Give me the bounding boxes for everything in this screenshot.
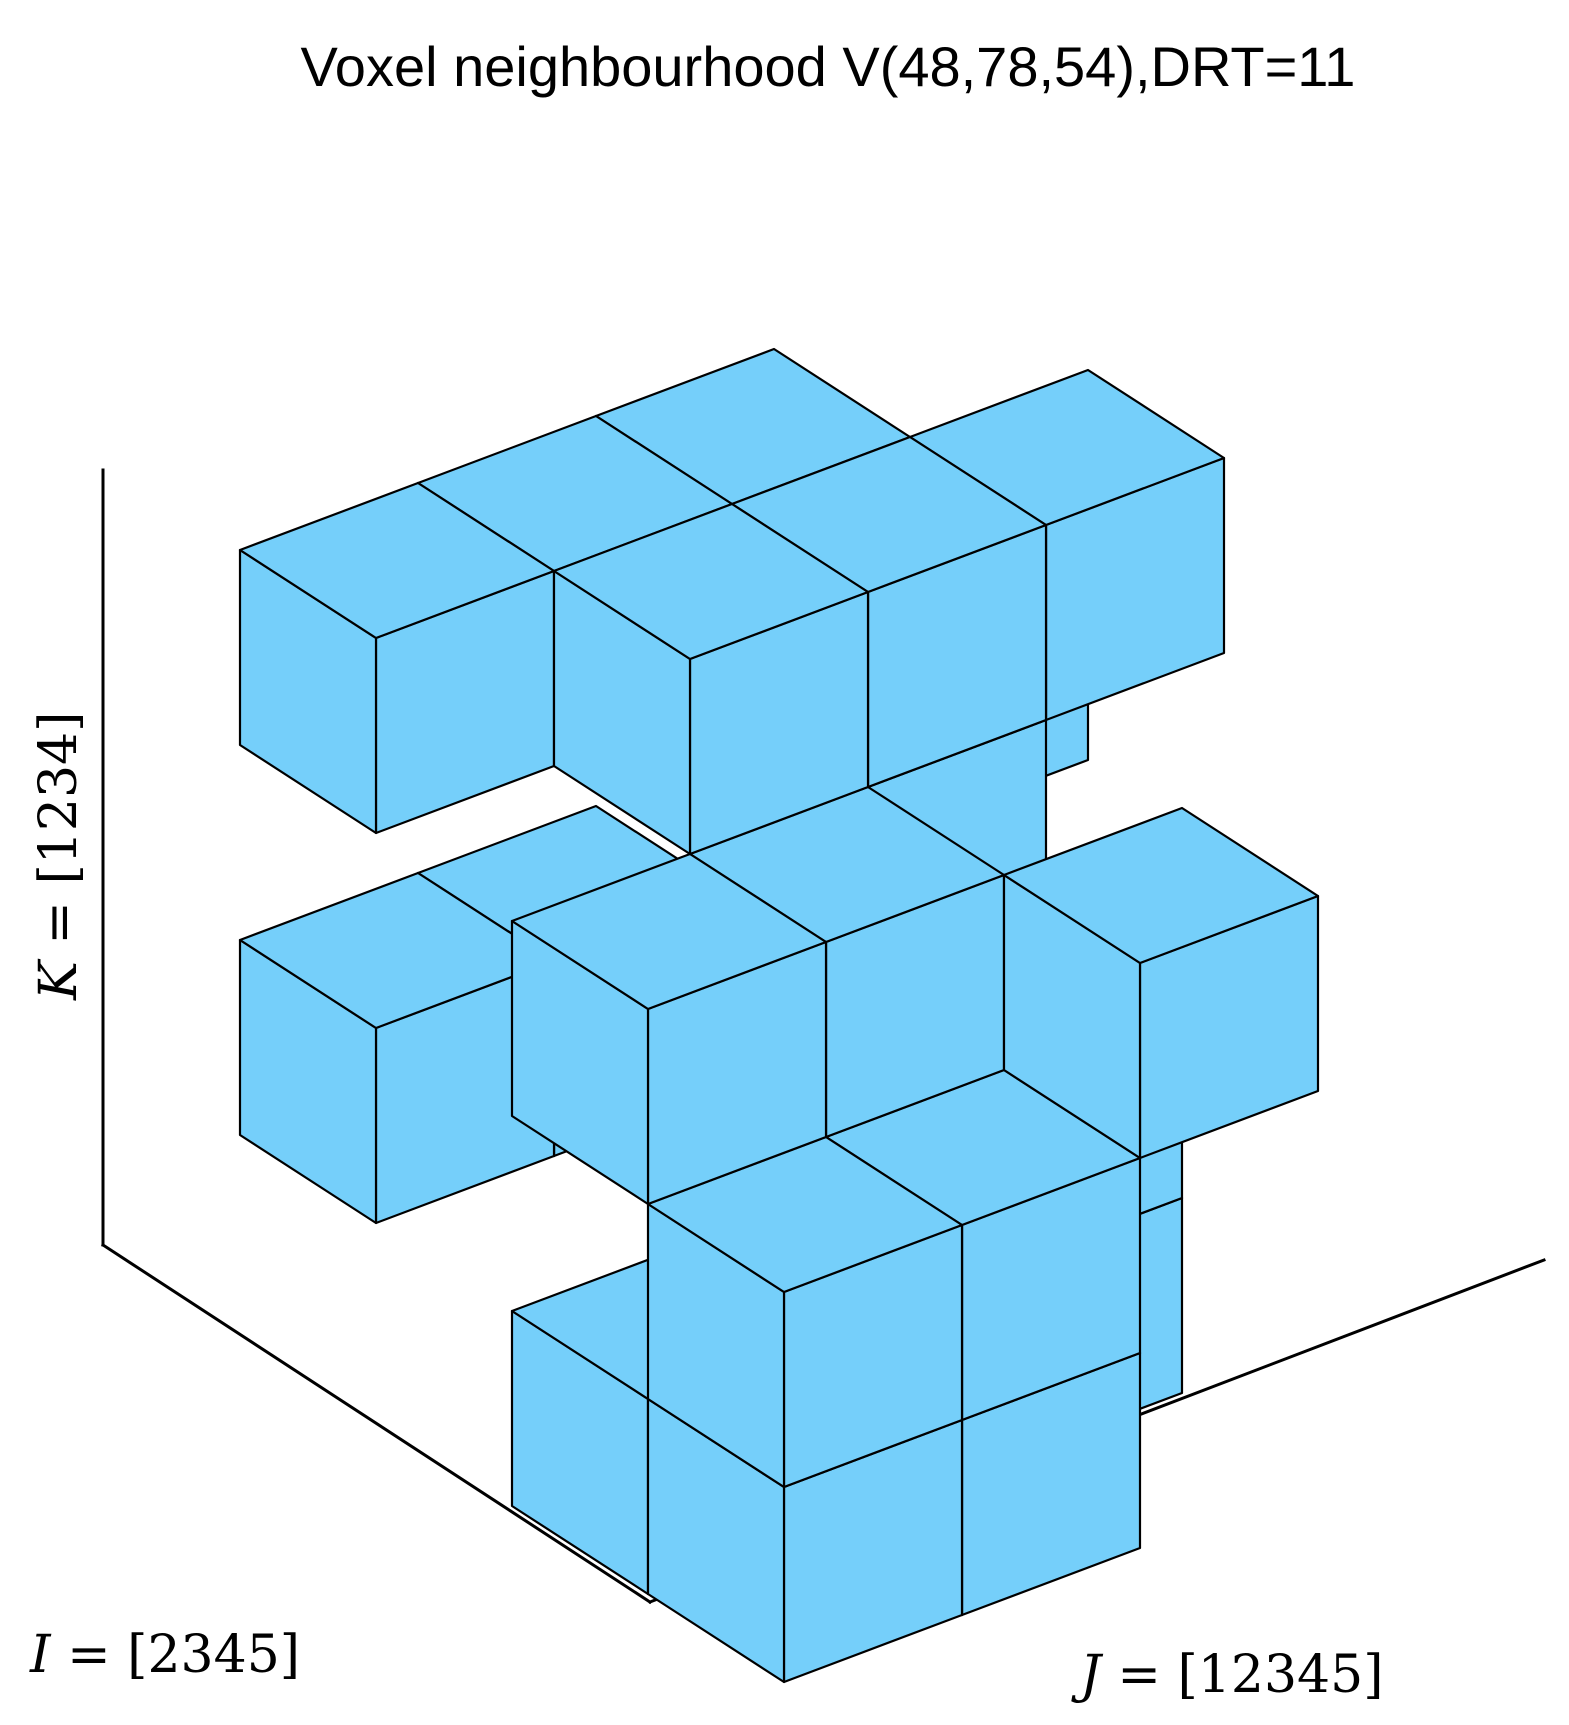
voxel-cubes bbox=[240, 349, 1318, 1682]
j-axis-range: = [12345] bbox=[1101, 1645, 1384, 1705]
k-axis-range: = [1234] bbox=[29, 712, 89, 962]
j-axis-label: J = [12345] bbox=[1071, 1645, 1383, 1705]
i-axis-range: = [2345] bbox=[51, 1625, 301, 1685]
k-axis-label: K = [1234] bbox=[29, 712, 89, 1001]
k-axis-label-group: K = [1234] bbox=[29, 712, 89, 1001]
figure-title: Voxel neighbourhood V(48,78,54),DRT=11 bbox=[301, 35, 1356, 98]
i-axis-label: I = [2345] bbox=[29, 1625, 300, 1685]
k-axis-symbol: K bbox=[29, 958, 89, 1001]
j-axis-symbol: J bbox=[1071, 1645, 1104, 1705]
i-axis-symbol: I bbox=[29, 1625, 52, 1685]
